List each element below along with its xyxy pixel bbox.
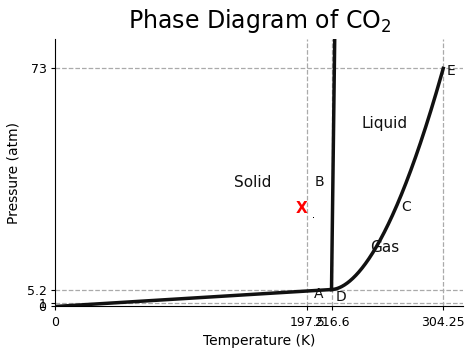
Text: E: E bbox=[447, 64, 456, 78]
Text: Gas: Gas bbox=[370, 240, 399, 255]
Text: X: X bbox=[296, 201, 307, 216]
Text: A: A bbox=[313, 287, 323, 301]
Text: C: C bbox=[401, 201, 410, 214]
Text: B: B bbox=[314, 175, 324, 189]
Text: D: D bbox=[335, 290, 346, 304]
Title: Phase Diagram of CO$_2$: Phase Diagram of CO$_2$ bbox=[128, 7, 391, 35]
Y-axis label: Pressure (atm): Pressure (atm) bbox=[7, 122, 21, 224]
X-axis label: Temperature (K): Temperature (K) bbox=[203, 334, 316, 348]
Text: Solid: Solid bbox=[234, 175, 272, 190]
Text: Liquid: Liquid bbox=[361, 116, 407, 131]
